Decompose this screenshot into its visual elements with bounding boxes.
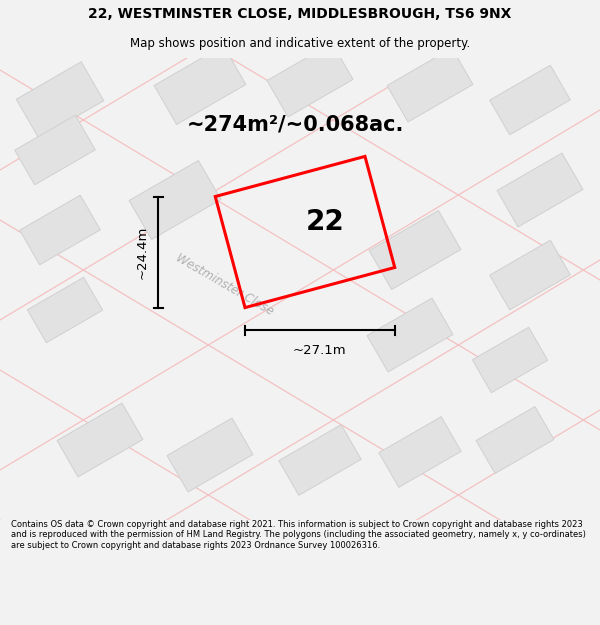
Polygon shape bbox=[16, 62, 104, 138]
Polygon shape bbox=[497, 153, 583, 227]
Polygon shape bbox=[129, 161, 221, 239]
Text: 22, WESTMINSTER CLOSE, MIDDLESBROUGH, TS6 9NX: 22, WESTMINSTER CLOSE, MIDDLESBROUGH, TS… bbox=[88, 8, 512, 21]
Polygon shape bbox=[367, 298, 453, 372]
Polygon shape bbox=[379, 417, 461, 488]
Text: Contains OS data © Crown copyright and database right 2021. This information is : Contains OS data © Crown copyright and d… bbox=[11, 520, 586, 550]
Polygon shape bbox=[28, 278, 103, 342]
Polygon shape bbox=[387, 48, 473, 122]
Polygon shape bbox=[57, 403, 143, 477]
Text: ~24.4m: ~24.4m bbox=[136, 226, 149, 279]
Polygon shape bbox=[490, 240, 571, 310]
Polygon shape bbox=[154, 46, 246, 124]
Polygon shape bbox=[167, 418, 253, 492]
Polygon shape bbox=[14, 115, 95, 185]
Polygon shape bbox=[490, 65, 571, 135]
Polygon shape bbox=[369, 211, 461, 289]
Text: Map shows position and indicative extent of the property.: Map shows position and indicative extent… bbox=[130, 37, 470, 50]
Polygon shape bbox=[20, 195, 100, 265]
Polygon shape bbox=[476, 406, 554, 474]
Text: 22: 22 bbox=[305, 208, 344, 236]
Text: ~27.1m: ~27.1m bbox=[293, 344, 347, 356]
Text: ~274m²/~0.068ac.: ~274m²/~0.068ac. bbox=[187, 115, 404, 135]
Polygon shape bbox=[267, 43, 353, 117]
Text: Westminster Close: Westminster Close bbox=[174, 252, 276, 318]
Polygon shape bbox=[279, 424, 361, 496]
Polygon shape bbox=[472, 328, 548, 392]
